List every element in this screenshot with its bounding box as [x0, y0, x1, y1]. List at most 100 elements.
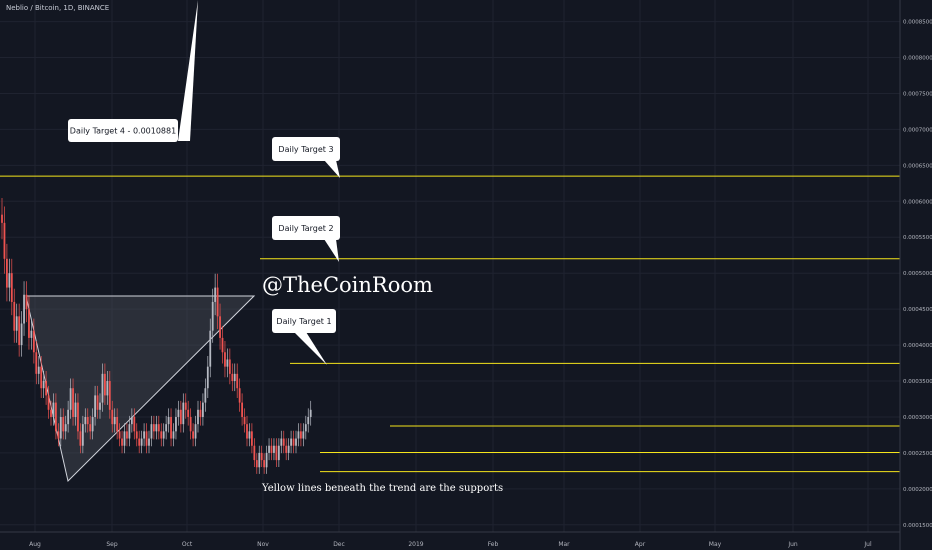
candle-body: [228, 359, 231, 374]
candle-body: [123, 431, 126, 446]
candle-body: [219, 316, 221, 338]
candle-body: [40, 366, 43, 389]
candle-body: [25, 294, 28, 310]
candle-body: [175, 416, 177, 432]
candle-body: [130, 416, 133, 425]
callout-box: [272, 309, 336, 333]
candle-body: [94, 395, 96, 417]
candles: [1, 197, 312, 474]
price-tick-label: 0.0004000: [903, 343, 932, 349]
candle-body: [202, 402, 204, 417]
candle-body: [121, 438, 123, 446]
candle-body: [1, 214, 3, 223]
candle-body: [251, 431, 253, 446]
candle-body: [153, 424, 155, 432]
callout-box: [272, 137, 340, 161]
candle-body: [204, 388, 207, 403]
price-tick-label: 0.0005000: [903, 271, 932, 277]
candle-body: [307, 416, 310, 425]
candle-body: [13, 301, 16, 331]
callout-box: [272, 216, 340, 240]
candle-body: [18, 316, 21, 346]
callout-pointer: [324, 239, 339, 262]
candle-body: [6, 258, 8, 288]
candle-body: [155, 424, 158, 432]
candle-body: [35, 352, 38, 374]
time-tick-label: Oct: [182, 541, 193, 548]
candle-body: [106, 381, 109, 396]
callout-pointer: [178, 0, 198, 141]
time-axis[interactable]: Aug Sep Oct Nov Dec 2019 Feb Mar Apr May Jun Jul: [0, 531, 900, 548]
chart-title: Neblio / Bitcoin, 1D, BINANCE: [6, 4, 110, 12]
time-tick-label: Apr: [635, 541, 646, 548]
candle-body: [197, 409, 199, 425]
candle-body: [177, 409, 180, 417]
candle-body: [84, 416, 87, 425]
candle-body: [287, 445, 290, 453]
callout-box: [68, 119, 178, 142]
candle-body: [126, 431, 128, 439]
candle-body: [243, 416, 246, 425]
time-tick-label: Mar: [558, 541, 570, 548]
watermark-text: @TheCoinRoom: [262, 273, 433, 297]
candle-body: [226, 359, 229, 367]
candle-body: [258, 452, 261, 468]
time-tick-label: Feb: [488, 541, 499, 548]
candle-body: [297, 431, 300, 439]
candle-body: [192, 431, 194, 439]
callout-pointer: [294, 332, 327, 365]
candle-body: [128, 424, 131, 439]
candle-body: [206, 366, 209, 389]
candle-body: [20, 323, 23, 346]
candle-body: [99, 402, 101, 410]
candle-body: [15, 316, 18, 331]
candle-body: [199, 409, 202, 417]
candle-body: [148, 438, 150, 446]
candle-body: [23, 294, 25, 324]
price-axis-panel: [900, 0, 932, 550]
time-tick-label: Sep: [106, 541, 118, 548]
supports-note: Yellow lines beneath the trend are the s…: [261, 483, 503, 494]
price-tick-label: 0.0002500: [903, 451, 932, 457]
candle-body: [211, 301, 214, 331]
candle-body: [304, 424, 307, 432]
candle-body: [265, 452, 268, 468]
candle-body: [59, 416, 62, 439]
candle-body: [32, 330, 35, 353]
candle-body: [182, 402, 185, 425]
candle-body: [179, 409, 182, 425]
price-tick-label: 0.0008000: [903, 56, 932, 62]
candle-body: [162, 431, 165, 439]
price-tick-label: 0.0002000: [903, 487, 932, 493]
candle-body: [170, 416, 172, 439]
time-tick-label: 2019: [408, 541, 423, 548]
candle-body: [160, 431, 163, 439]
candle-body: [30, 330, 33, 338]
candle-body: [231, 373, 234, 382]
price-tick-label: 0.0001500: [903, 523, 932, 529]
candle-body: [241, 402, 243, 417]
candle-body: [69, 388, 72, 410]
candle-body: [157, 424, 160, 432]
candle-body: [104, 373, 106, 396]
candle-body: [268, 445, 270, 453]
candle-body: [194, 424, 197, 439]
candle-body: [140, 438, 143, 446]
candle-body: [111, 409, 114, 425]
candle-body: [3, 222, 6, 259]
candle-body: [79, 431, 82, 446]
candle-body: [172, 431, 175, 439]
candle-body: [91, 416, 94, 432]
candle-body: [263, 460, 266, 468]
candle-body: [300, 431, 302, 439]
candle-body: [150, 424, 153, 439]
price-tick-label: 0.0007500: [903, 91, 932, 97]
candle-body: [270, 445, 273, 453]
time-tick-label: Jun: [787, 541, 798, 548]
price-axis[interactable]: 0.0008500 0.0008000 0.0007500 0.0007000 0.00…: [899, 0, 932, 550]
candle-body: [62, 416, 65, 432]
candle-body: [81, 424, 84, 446]
time-tick-label: Dec: [333, 541, 345, 548]
candle-body: [57, 431, 60, 439]
